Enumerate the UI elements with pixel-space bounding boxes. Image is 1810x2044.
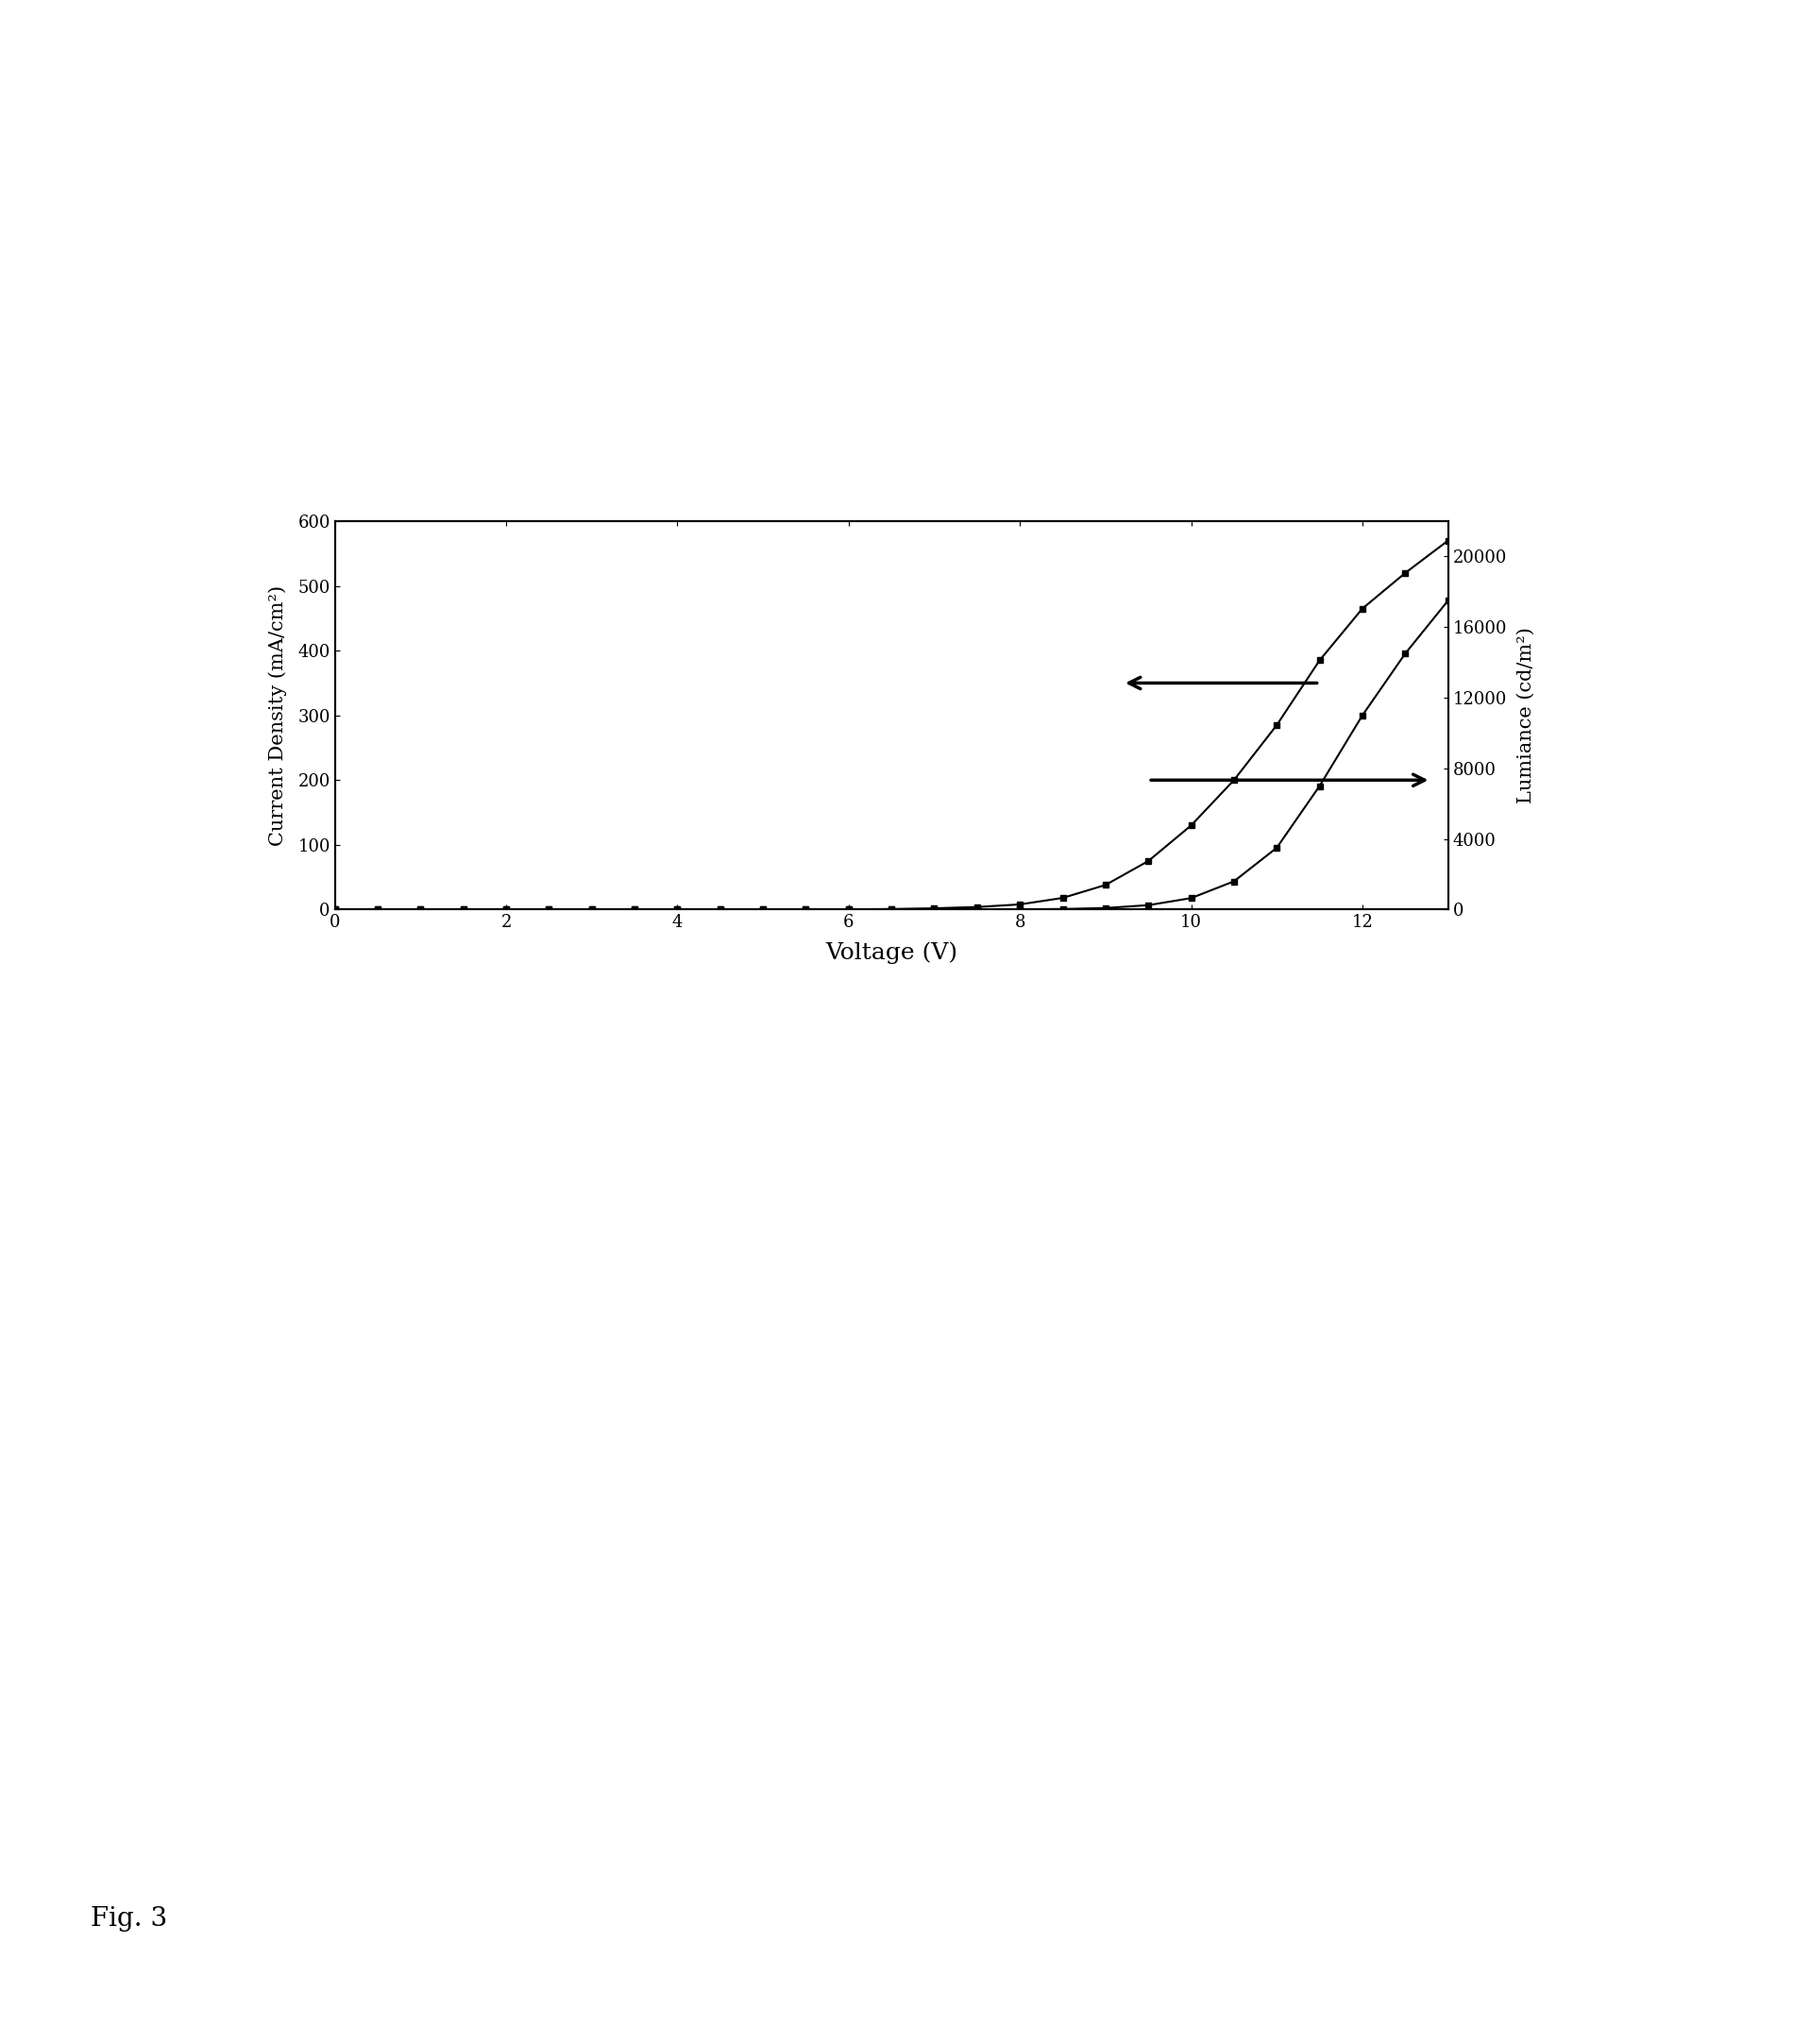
Y-axis label: Current Density (mA/cm²): Current Density (mA/cm²): [268, 585, 288, 846]
Text: Fig. 3: Fig. 3: [91, 1907, 167, 1932]
X-axis label: Voltage (V): Voltage (V): [825, 942, 957, 965]
Y-axis label: Lumiance (cd/m²): Lumiance (cd/m²): [1517, 628, 1535, 803]
